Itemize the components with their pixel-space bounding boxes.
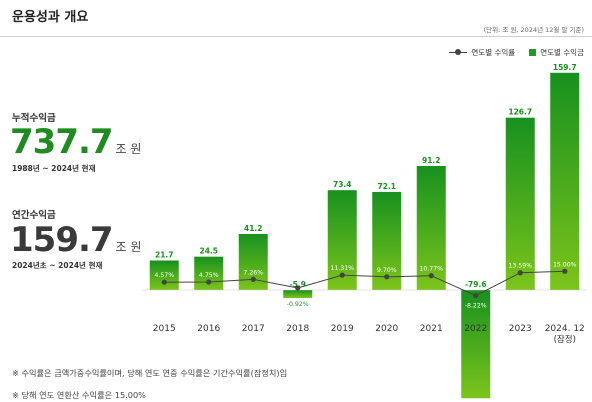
annual-unit: 조 원: [115, 240, 142, 254]
bar-value-label: 21.7: [155, 250, 174, 259]
bar-square-icon: [529, 49, 537, 56]
x-tick-label: 2018: [286, 324, 309, 334]
legend-rate: 연도별 수익률: [449, 47, 515, 58]
cumulative-label: 누적수익금: [12, 113, 56, 124]
rate-value-label: 10.77%: [419, 266, 443, 273]
bar-value-label: 73.4: [333, 180, 352, 189]
rate-point: [473, 293, 479, 299]
cumulative-value-block: 737.7 조 원: [10, 122, 141, 162]
x-tick-label: 2021: [420, 324, 443, 334]
line-marker-icon: [449, 49, 468, 55]
rate-value-label: 15.00%: [553, 261, 577, 268]
rate-value-label: 9.70%: [377, 267, 397, 274]
bar-value-label: 24.5: [199, 247, 218, 256]
rate-value-label: 13.59%: [508, 263, 532, 270]
bar-value-label: -5.9: [290, 280, 306, 289]
x-tick-label: 2015: [153, 324, 176, 334]
x-tick-label: 2019: [331, 324, 354, 334]
bar: [283, 290, 313, 299]
x-tick-label: 2024. 12: [545, 324, 585, 334]
bar-value-label: 41.2: [244, 224, 263, 233]
rate-point: [206, 279, 212, 285]
legend-rate-label: 연도별 수익률: [471, 48, 516, 57]
x-tick-label: 2017: [242, 324, 265, 334]
annual-value: 159.7: [10, 220, 114, 260]
legend-return-label: 연도별 수익금: [540, 48, 584, 57]
annual-period: 2024년초 ~ 2024년 현재: [12, 261, 103, 270]
chart-legend: 연도별 수익률 연도별 수익금: [449, 47, 584, 58]
bar-value-label: 91.2: [422, 156, 441, 165]
rate-point: [161, 279, 167, 285]
note-1: ※ 수익률은 금액가중수익률이며, 당해 연도 연중 수익률은 기간수익률(잠정…: [12, 368, 288, 378]
page-title: 운용성과 개요: [12, 10, 89, 25]
rate-line: [164, 270, 565, 297]
bar: [149, 260, 179, 290]
rate-value-label: -8.22%: [465, 303, 487, 310]
rate-point: [295, 285, 301, 291]
bar: [461, 290, 491, 399]
rate-point: [428, 273, 434, 279]
bar: [550, 72, 580, 290]
bar: [416, 165, 446, 290]
rate-point: [562, 268, 568, 274]
header-divider: [0, 36, 592, 37]
bar: [505, 117, 535, 290]
rate-value-label: 4.75%: [199, 272, 219, 279]
note-2: ※ 당해 연도 연환산 수익률은 15.00%: [12, 390, 146, 400]
rate-point: [250, 276, 256, 282]
rate-value-label: 4.57%: [154, 272, 174, 279]
bar: [372, 191, 402, 290]
rate-value-label: 7.26%: [243, 269, 263, 276]
rate-value-label: -0.92%: [287, 301, 309, 308]
rate-point: [517, 270, 523, 276]
unit-note: (단위: 조 원, 2024년 12월 말 기준): [483, 26, 584, 34]
bar-value-label: 126.7: [508, 108, 532, 117]
x-tick-label: 2020: [375, 324, 398, 334]
x-tick-label: 2022: [464, 324, 487, 334]
rate-value-label: 11.31%: [330, 265, 354, 272]
bar-value-label: 159.7: [553, 63, 577, 72]
annual-label: 연간수익금: [12, 210, 56, 221]
x-tick-label: 2016: [197, 324, 220, 334]
x-tick-label: 2023: [509, 324, 532, 334]
cumulative-value: 737.7: [10, 122, 114, 162]
bar-value-label: -79.6: [465, 280, 487, 289]
legend-return: 연도별 수익금: [529, 47, 584, 58]
annual-value-block: 159.7 조 원: [10, 220, 141, 260]
cumulative-period: 1988년 ~ 2024년 현재: [12, 164, 96, 173]
rate-point: [384, 274, 390, 280]
x-tick-sublabel: (잠정): [554, 334, 576, 345]
cumulative-unit: 조 원: [115, 142, 142, 156]
bar-value-label: 72.1: [377, 182, 396, 191]
rate-point: [339, 272, 345, 278]
